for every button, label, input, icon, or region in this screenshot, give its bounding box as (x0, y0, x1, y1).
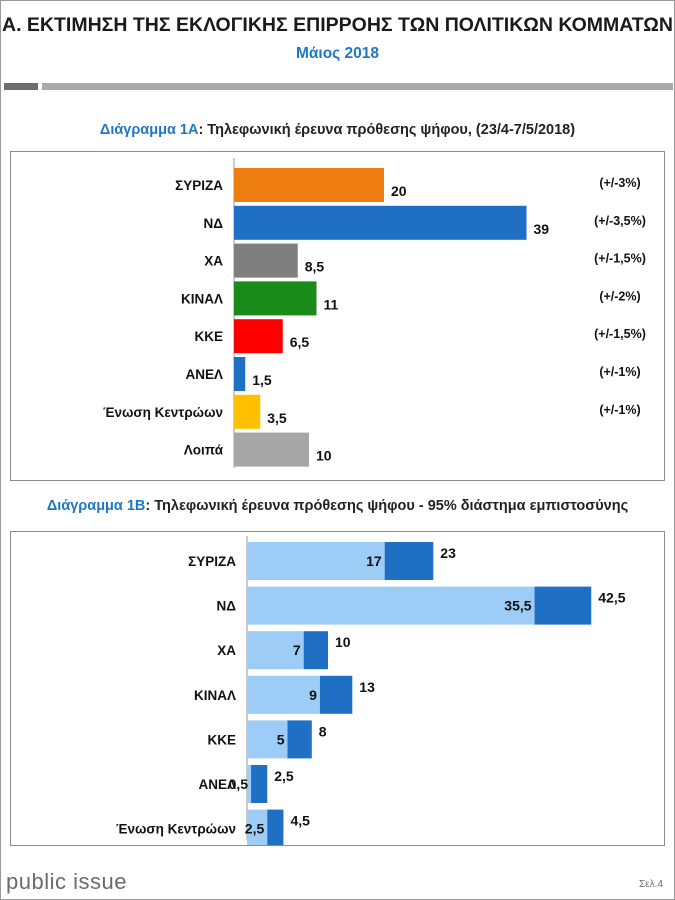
chart-a-value-label: 8,5 (305, 259, 325, 275)
chart-b-category-label: ΚΚΕ (207, 732, 236, 747)
chart-a-bar (234, 394, 261, 429)
chart-b-category-label: ΑΝΕΛ (198, 777, 236, 792)
chart-a-margin-label: (+/-3%) (599, 176, 640, 190)
chart-b-category-label: ΝΔ (217, 599, 237, 614)
chart-a-category-label: Ένωση Κεντρώων (103, 405, 223, 420)
chart-a-bar (234, 205, 527, 240)
chart-a-margin-label: (+/-1%) (599, 403, 640, 417)
chart-b-upper-label: 10 (335, 634, 351, 650)
chart-b-category-label: ΧΑ (217, 643, 236, 658)
chart-a-category-label: Λοιπά (184, 443, 224, 458)
chart-b-svg: ΣΥΡΙΖΑ 17 23 ΝΔ 35,5 42,5 ΧΑ 7 10 ΚΙΝΑΛ 9 13 ΚΚΕ 5 8 ΑΝ… (116, 536, 626, 845)
chart-b-lower-label: 5 (277, 731, 285, 747)
chart-b-upper-label: 4,5 (290, 813, 310, 829)
chart-a-title-text: : Τηλεφωνική έρευνα πρόθεσης ψήφου, (23/… (198, 122, 576, 138)
page-subtitle: Μάιος 2018 (295, 45, 380, 62)
chart-b-bar-lower (247, 586, 535, 625)
publisher-logo: public issue (6, 869, 127, 894)
chart-b-category-label: Ένωση Κεντρώων (116, 822, 236, 837)
chart-a-value-label: 39 (534, 221, 550, 237)
chart-b-lower-label: 2,5 (245, 821, 265, 837)
chart-a-label: Διάγραμμα 1Α (99, 122, 199, 138)
chart-b-upper-label: 8 (319, 723, 327, 739)
chart-a-value-label: 1,5 (252, 372, 272, 388)
chart-a-value-label: 6,5 (290, 334, 310, 350)
chart-a: ΣΥΡΙΖΑ 20 (+/-3%) ΝΔ 39 (+/-3,5%) ΧΑ 8,5 (+/-1,5… (10, 151, 665, 481)
chart-b-bar-lower (247, 809, 268, 845)
chart-a-margin-label: (+/-2%) (599, 289, 640, 303)
chart-b-bar-upper (287, 720, 312, 759)
chart-b-upper-label: 42,5 (598, 590, 625, 606)
chart-a-value-label: 3,5 (267, 410, 287, 426)
chart-a-bar (234, 357, 246, 391)
chart-b-lower-label: 9 (309, 687, 317, 703)
chart-b-bar-upper (319, 675, 353, 714)
chart-b-upper-label: 23 (440, 545, 456, 561)
chart-a-bar (234, 432, 309, 467)
chart-b-category-label: ΚΙΝΑΛ (194, 688, 236, 703)
chart-b-title: Διάγραμμα 1Β: Τηλεφωνική έρευνα πρόθεσης… (0, 498, 675, 514)
chart-b-bar-upper (534, 586, 592, 625)
chart-a-margin-label: (+/-3,5%) (594, 214, 646, 228)
separator-dark (4, 83, 38, 90)
chart-b-lower-label: 17 (366, 553, 382, 569)
chart-b-bar-lower (247, 720, 288, 759)
chart-a-category-label: ΚΙΝΑΛ (181, 291, 223, 306)
chart-a-title: Διάγραμμα 1Α: Τηλεφωνική έρευνα πρόθεσης… (0, 122, 675, 138)
chart-a-category-label: ΚΚΕ (194, 329, 223, 344)
chart-b-bar-lower (247, 542, 385, 580)
chart-a-value-label: 11 (324, 296, 339, 312)
chart-a-bar (234, 243, 298, 278)
chart-b-bar-lower (247, 631, 304, 670)
chart-b: ΣΥΡΙΖΑ 17 23 ΝΔ 35,5 42,5 ΧΑ 7 10 ΚΙΝΑΛ 9 13 ΚΚΕ 5 8 ΑΝ… (10, 531, 665, 846)
chart-a-value-label: 20 (391, 183, 407, 199)
chart-b-upper-label: 13 (359, 679, 375, 695)
chart-a-category-label: ΝΔ (204, 216, 224, 231)
chart-a-bar (234, 281, 317, 316)
chart-b-lower-label: 7 (293, 642, 301, 658)
chart-a-margin-label: (+/-1%) (599, 365, 640, 379)
chart-a-bar (234, 319, 283, 354)
chart-b-upper-label: 2,5 (274, 768, 294, 784)
chart-b-label: Διάγραμμα 1Β (46, 498, 146, 514)
chart-b-lower-label: 35,5 (504, 598, 531, 614)
chart-b-bar-upper (303, 631, 328, 670)
chart-a-svg: ΣΥΡΙΖΑ 20 (+/-3%) ΝΔ 39 (+/-3,5%) ΧΑ 8,5 (+/-1,5… (103, 158, 646, 468)
chart-a-category-label: ΑΝΕΛ (185, 367, 223, 382)
chart-b-bar-upper (384, 542, 434, 580)
chart-a-value-label: 10 (316, 448, 332, 464)
chart-a-category-label: ΣΥΡΙΖΑ (175, 178, 223, 193)
chart-b-bar-upper (251, 765, 268, 803)
chart-b-bar-lower (247, 765, 252, 803)
page-title: Α. ΕΚΤΙΜΗΣΗ ΤΗΣ ΕΚΛΟΓΙΚΗΣ ΕΠΙΡΡΟΗΣ ΤΩΝ Π… (2, 14, 673, 36)
page-number: Σελ.4 (639, 879, 663, 890)
chart-a-bar (234, 168, 384, 202)
separator-light (42, 83, 673, 90)
chart-b-bar-lower (247, 675, 320, 714)
chart-a-margin-label: (+/-1,5%) (594, 327, 646, 341)
chart-b-lower-label: 0,5 (229, 776, 249, 792)
chart-b-title-text: : Τηλεφωνική έρευνα πρόθεσης ψήφου - 95%… (145, 498, 629, 514)
chart-b-bar-upper (267, 809, 284, 845)
chart-b-category-label: ΣΥΡΙΖΑ (188, 554, 236, 569)
chart-a-margin-label: (+/-1,5%) (594, 252, 646, 266)
chart-a-category-label: ΧΑ (204, 254, 223, 269)
